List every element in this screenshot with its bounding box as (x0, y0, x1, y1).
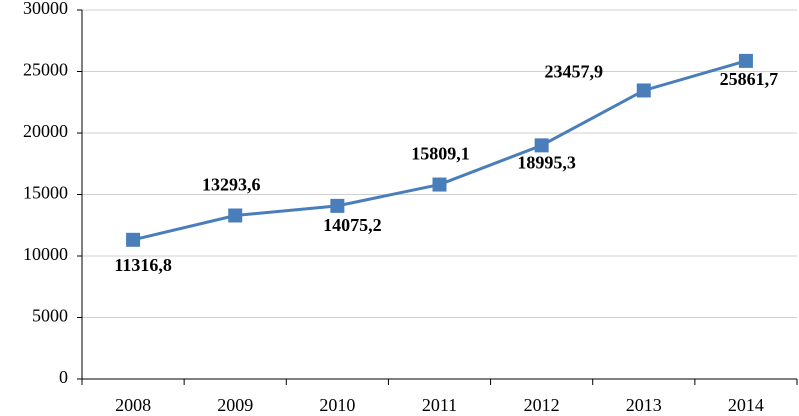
x-tick-label: 2009 (217, 395, 253, 415)
data-label: 25861,7 (720, 69, 779, 89)
marker (228, 208, 243, 223)
data-label: 11316,8 (114, 255, 172, 275)
y-tick-label: 30000 (23, 0, 68, 18)
marker (432, 177, 447, 192)
x-tick-label: 2010 (319, 395, 355, 415)
marker (738, 53, 753, 68)
y-tick-label: 5000 (32, 306, 68, 326)
x-tick-label: 2008 (115, 395, 151, 415)
marker (330, 198, 345, 213)
x-tick-label: 2011 (422, 395, 457, 415)
y-tick-label: 10000 (23, 244, 68, 264)
data-label: 23457,9 (545, 62, 604, 82)
marker (126, 232, 141, 247)
x-tick-label: 2014 (728, 395, 764, 415)
data-label: 13293,6 (202, 175, 261, 195)
x-tick-label: 2012 (524, 395, 560, 415)
data-label: 15809,1 (411, 144, 470, 164)
y-tick-label: 15000 (23, 183, 68, 203)
marker (534, 138, 549, 153)
y-tick-label: 20000 (23, 121, 68, 141)
marker (636, 83, 651, 98)
y-tick-label: 25000 (23, 60, 68, 80)
data-label: 14075,2 (323, 215, 382, 235)
y-tick-label: 0 (59, 367, 68, 387)
x-tick-label: 2013 (626, 395, 662, 415)
data-label: 18995,3 (517, 152, 576, 172)
